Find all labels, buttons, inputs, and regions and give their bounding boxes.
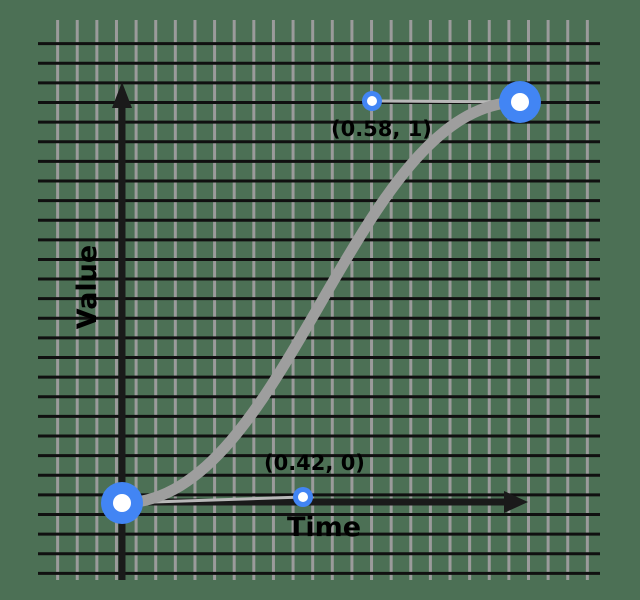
control-point-p2-label: (0.58, 1) [331, 117, 432, 141]
control-point-p1-label: (0.42, 0) [264, 451, 365, 475]
control-point-p1-inner-dot[interactable] [298, 492, 308, 502]
x-axis-arrowhead [504, 491, 528, 513]
curve-start-handle[interactable] [101, 482, 143, 524]
curve-end-handle[interactable] [499, 81, 541, 123]
grid-horizontal-lines [38, 42, 600, 575]
control-point-p2-handle[interactable] [362, 91, 382, 111]
curve-start-inner-dot[interactable] [113, 494, 131, 512]
y-axis-arrowhead [112, 82, 132, 108]
control-point-p1-handle[interactable] [293, 487, 313, 507]
y-axis-label: Value [72, 245, 103, 329]
x-axis-label: Time [287, 512, 361, 543]
curve-end-inner-dot[interactable] [511, 93, 529, 111]
control-point-p2-inner-dot[interactable] [367, 96, 377, 106]
bezier-curve[interactable] [116, 96, 526, 509]
